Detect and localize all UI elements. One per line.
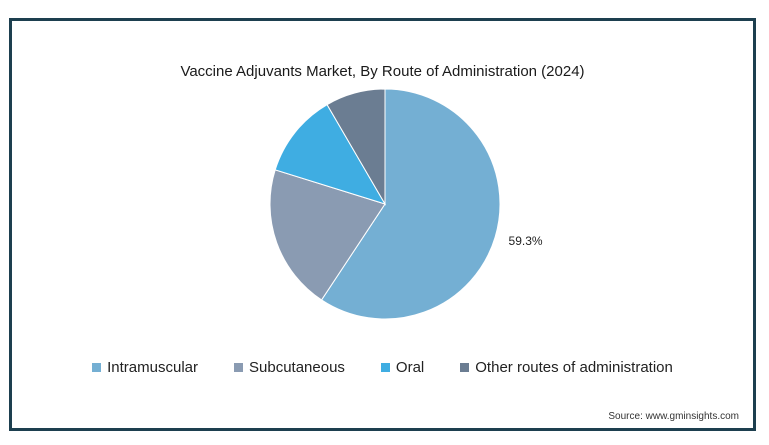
legend-swatch xyxy=(380,363,390,372)
legend-item: Oral xyxy=(380,359,425,376)
pie-slice-other-routes-of-administration xyxy=(326,88,386,206)
legend-label: Other routes of administration xyxy=(475,359,673,376)
legend-item: Intramuscular xyxy=(92,359,198,376)
legend-label: Oral xyxy=(395,359,425,376)
chart-title: Vaccine Adjuvants Market, By Route of Ad… xyxy=(180,63,585,80)
legend: Intramuscular Subcutaneous Oral Other route… xyxy=(12,359,753,376)
legend-swatch xyxy=(460,363,470,372)
chart-frame: Vaccine Adjuvants Market, By Route of Ad… xyxy=(9,18,756,431)
legend-item: Other routes of administration xyxy=(460,359,673,376)
legend-item: Subcutaneous xyxy=(234,359,345,376)
legend-label: Intramuscular xyxy=(107,359,198,376)
slice-data-label: 59.3% xyxy=(509,234,543,248)
pie-slice-subcutaneous xyxy=(269,169,386,301)
source-note: Source: www.gminsights.com xyxy=(608,411,739,422)
pie-slice-intramuscular xyxy=(320,88,501,320)
legend-swatch xyxy=(234,363,243,372)
legend-swatch xyxy=(92,363,102,372)
legend-label: Subcutaneous xyxy=(249,359,345,376)
pie-chart: 59.3% xyxy=(269,88,543,320)
pie-slice-oral xyxy=(274,103,387,205)
